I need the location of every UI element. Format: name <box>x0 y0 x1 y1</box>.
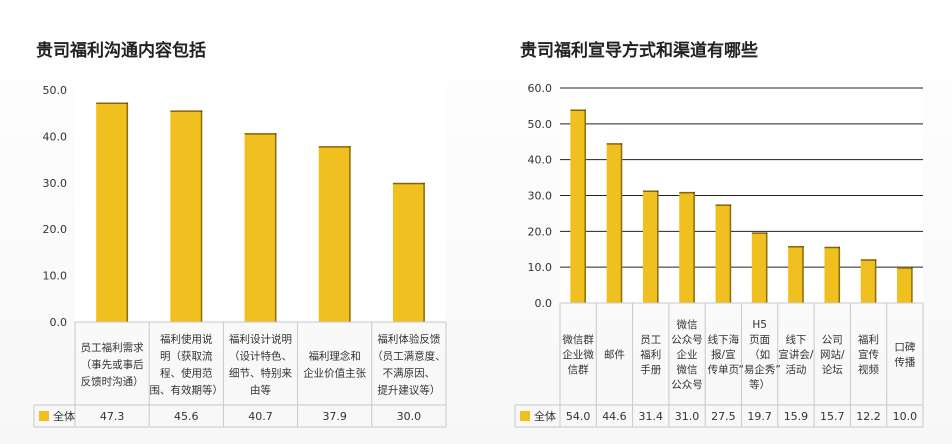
value-label: 31.4 <box>639 410 664 423</box>
bar-shadow <box>620 143 623 303</box>
bar-top-edge <box>679 191 695 194</box>
category-label: 福利理念和企业价值主张 <box>303 349 366 379</box>
y-tick-label: 10.0 <box>43 270 68 283</box>
bar-shadow <box>423 182 425 322</box>
bar <box>96 102 129 322</box>
y-tick-label: 60.0 <box>528 82 553 95</box>
y-tick-label: 20.0 <box>43 223 68 236</box>
legend-swatch <box>520 411 530 421</box>
bar-shadow <box>802 246 804 303</box>
category-label: 线下宣讲会/活动 <box>778 333 813 376</box>
category-label: 福利宣传视频 <box>858 333 879 376</box>
category-label: 微信群企业微信群 <box>562 333 594 376</box>
y-tick-label: 40.0 <box>528 154 553 167</box>
legend-label: 全体 <box>534 409 556 423</box>
bar <box>570 109 586 303</box>
y-tick-label: 40.0 <box>43 130 68 143</box>
value-label: 30.0 <box>397 410 422 423</box>
value-label: 12.2 <box>856 410 881 423</box>
bar-shadow <box>584 109 586 303</box>
value-label: 31.0 <box>675 410 700 423</box>
category-label: 线下海报/宣传单页 <box>708 333 740 376</box>
bar <box>788 246 804 303</box>
y-tick-label: 30.0 <box>43 177 68 190</box>
bar-top-edge <box>751 232 768 234</box>
chart-title-left: 贵司福利沟通内容包括 <box>36 41 206 61</box>
bar-top-edge <box>860 259 877 261</box>
category-label: 邮件 <box>604 348 625 361</box>
bar-top-edge <box>96 102 129 105</box>
value-label: 40.7 <box>248 410 273 423</box>
bar-top-edge <box>244 133 277 135</box>
bar-top-edge <box>642 190 659 192</box>
bar <box>606 143 623 303</box>
bar-shadow <box>657 190 659 303</box>
bar <box>860 259 877 303</box>
value-label: 37.9 <box>322 410 347 423</box>
category-label: 福利设计说明（设计特色、细节、特别来由等 <box>229 332 292 396</box>
chart-left-svg: 50.0 40.0 30.0 20.0 10.0 0.0 员工福利需求（事先或事后反馈时沟通… <box>33 82 447 428</box>
y-tick-label: 50.0 <box>43 84 68 97</box>
bar <box>897 267 913 303</box>
value-label: 10.0 <box>893 410 918 423</box>
bar-top-edge <box>715 204 732 206</box>
y-tick-label: 10.0 <box>528 261 553 274</box>
y-tick-label: 0.0 <box>50 316 68 329</box>
bar-shadow <box>874 259 877 303</box>
value-label: 27.5 <box>711 410 736 423</box>
bar-shadow <box>693 191 695 303</box>
bar-top-edge <box>606 143 623 145</box>
bar-top-edge <box>570 109 586 111</box>
bar-shadow <box>838 246 841 303</box>
category-label: 口碑传播 <box>894 340 916 368</box>
legend-label: 全体 <box>53 409 75 423</box>
value-label: 15.9 <box>784 410 809 423</box>
value-label: 45.6 <box>174 410 199 423</box>
bar <box>715 204 732 303</box>
y-tick-label: 50.0 <box>528 118 553 131</box>
category-label: 微信公众号企业微信公众号 <box>671 318 703 391</box>
category-label: 公司网站/论坛 <box>820 334 845 376</box>
value-label: 15.7 <box>820 410 845 423</box>
y-tick-label: 0.0 <box>535 297 553 310</box>
value-label: 19.7 <box>747 410 772 423</box>
bar-shadow <box>729 204 732 303</box>
bar <box>824 246 841 303</box>
y-tick-label: 20.0 <box>528 225 553 238</box>
legend-swatch <box>39 411 49 421</box>
category-label: 福利使用说明（获取流程、使用范围、有效期等） <box>150 332 224 396</box>
category-label: 福利体验反馈（员工满意度、不满原因、提升建议等） <box>372 332 446 396</box>
category-label: 员工福利需求（事先或事后反馈时沟通） <box>81 341 144 388</box>
bar-shadow <box>765 232 768 303</box>
value-label: 44.6 <box>602 410 627 423</box>
bar <box>679 191 695 303</box>
bar-top-edge <box>170 110 203 112</box>
chart-panel-left: 贵司福利沟通内容包括 50.0 40.0 30.0 20.0 10.0 0.0 员工福利需求… <box>0 0 470 444</box>
bar-top-edge <box>392 182 425 185</box>
bar-top-edge <box>788 246 804 248</box>
chart-title-right: 贵司福利宣导方式和渠道有哪些 <box>520 41 758 61</box>
bar <box>244 133 277 322</box>
bar <box>751 232 768 303</box>
bar-shadow <box>274 133 277 322</box>
bar-shadow <box>911 267 913 303</box>
value-label: 54.0 <box>566 410 591 423</box>
bar-shadow <box>349 146 351 322</box>
bar-shadow <box>200 110 203 322</box>
bar <box>392 182 425 322</box>
value-label: 47.3 <box>100 410 125 423</box>
y-tick-label: 30.0 <box>528 190 553 203</box>
bar-shadow <box>126 102 129 322</box>
bar <box>642 190 659 303</box>
category-label: H5 页面（如“易企秀”等） <box>738 319 780 391</box>
bar <box>318 146 351 322</box>
bar <box>170 110 203 322</box>
category-label: 员工福利手册 <box>640 334 661 376</box>
bar-top-edge <box>824 246 841 249</box>
bar-top-edge <box>318 146 351 148</box>
bar-top-edge <box>897 267 913 269</box>
chart-panel-right: 贵司福利宣导方式和渠道有哪些 60.0 50.0 40.0 30.0 20.0 10.0 0… <box>480 0 952 444</box>
